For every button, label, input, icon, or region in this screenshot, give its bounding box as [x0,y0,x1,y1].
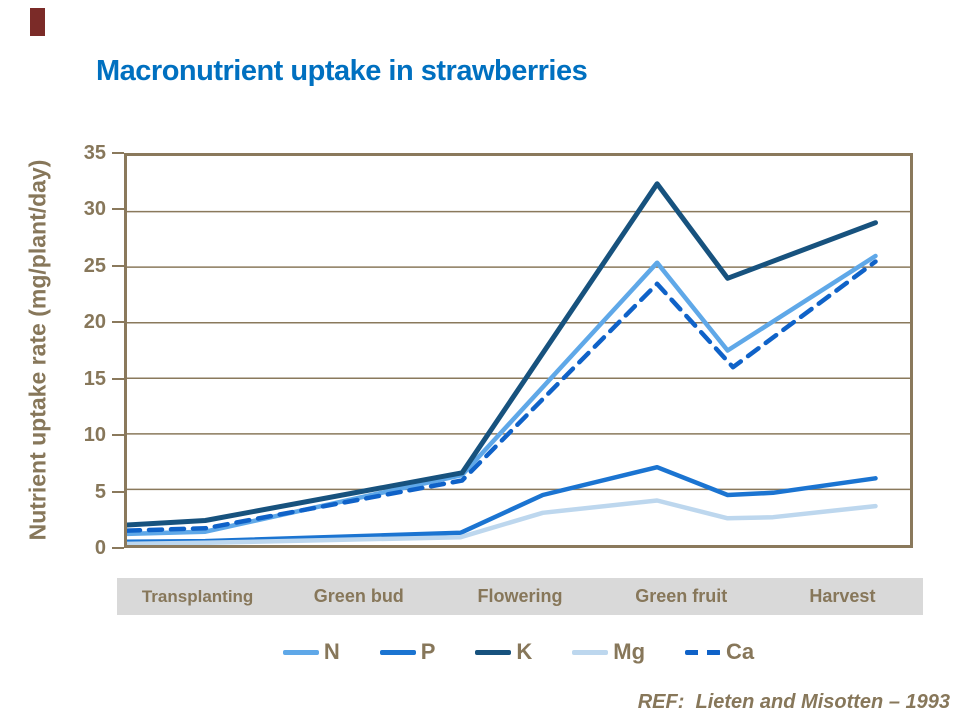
y-tick-label: 25 [83,254,106,277]
y-tick-label: 30 [83,198,106,221]
x-axis-label-green-fruit: Green fruit [635,586,728,606]
y-tick-mark [112,208,124,211]
legend-item-n: N [282,639,340,665]
legend-line-swatch-p [379,649,416,655]
legend-item-p: P [379,639,436,665]
x-axis-label-green-bud: Green bud [313,586,404,606]
y-tick-label: 0 [94,537,106,559]
line-chart [127,181,910,545]
y-tick-mark [112,547,124,549]
y-tick-mark [112,490,124,493]
y-tick-label: 5 [94,480,106,503]
y-tick-mark [112,434,124,437]
reference-citation: REF: Lieten and Misotten – 1993 [637,691,950,713]
legend-item-mg: Mg [572,639,645,665]
chart-legend: N P K Mg Ca [124,636,913,668]
legend-label-n: N [323,639,340,664]
legend-line-swatch-k [475,649,512,655]
legend-label-ca: Ca [726,639,755,664]
legend-line-swatch-mg [572,649,609,655]
x-axis-label-harvest: Harvest [809,586,876,606]
y-tick-mark [112,264,124,267]
y-tick-label: 10 [83,424,106,447]
y-tick-label: 35 [83,142,106,164]
y-tick-mark [112,152,124,154]
y-axis-title: Nutrient uptake rate (mg/plant/day) [24,159,51,541]
slide-accent-marker [30,8,45,36]
legend-label-k: K [516,639,533,664]
legend-item-k: K [475,639,532,665]
legend-label-mg: Mg [613,639,646,664]
legend-label-p: P [420,639,436,664]
x-axis-label-transplanting: Transplanting [141,586,254,606]
y-tick-label: 20 [83,311,106,334]
legend-line-swatch-n [282,649,319,655]
y-tick-label: 15 [83,367,106,390]
page-title: Macronutrient uptake in strawberries [96,55,588,88]
legend-item-ca: Ca [685,639,754,665]
legend-line-swatch-ca [685,649,722,655]
line-chart-plot-area [124,153,913,548]
y-tick-mark [112,377,124,380]
y-tick-mark [112,321,124,324]
x-axis-category-strip: Transplanting Green bud Flowering Green … [117,578,923,615]
x-axis-label-flowering: Flowering [477,586,563,606]
